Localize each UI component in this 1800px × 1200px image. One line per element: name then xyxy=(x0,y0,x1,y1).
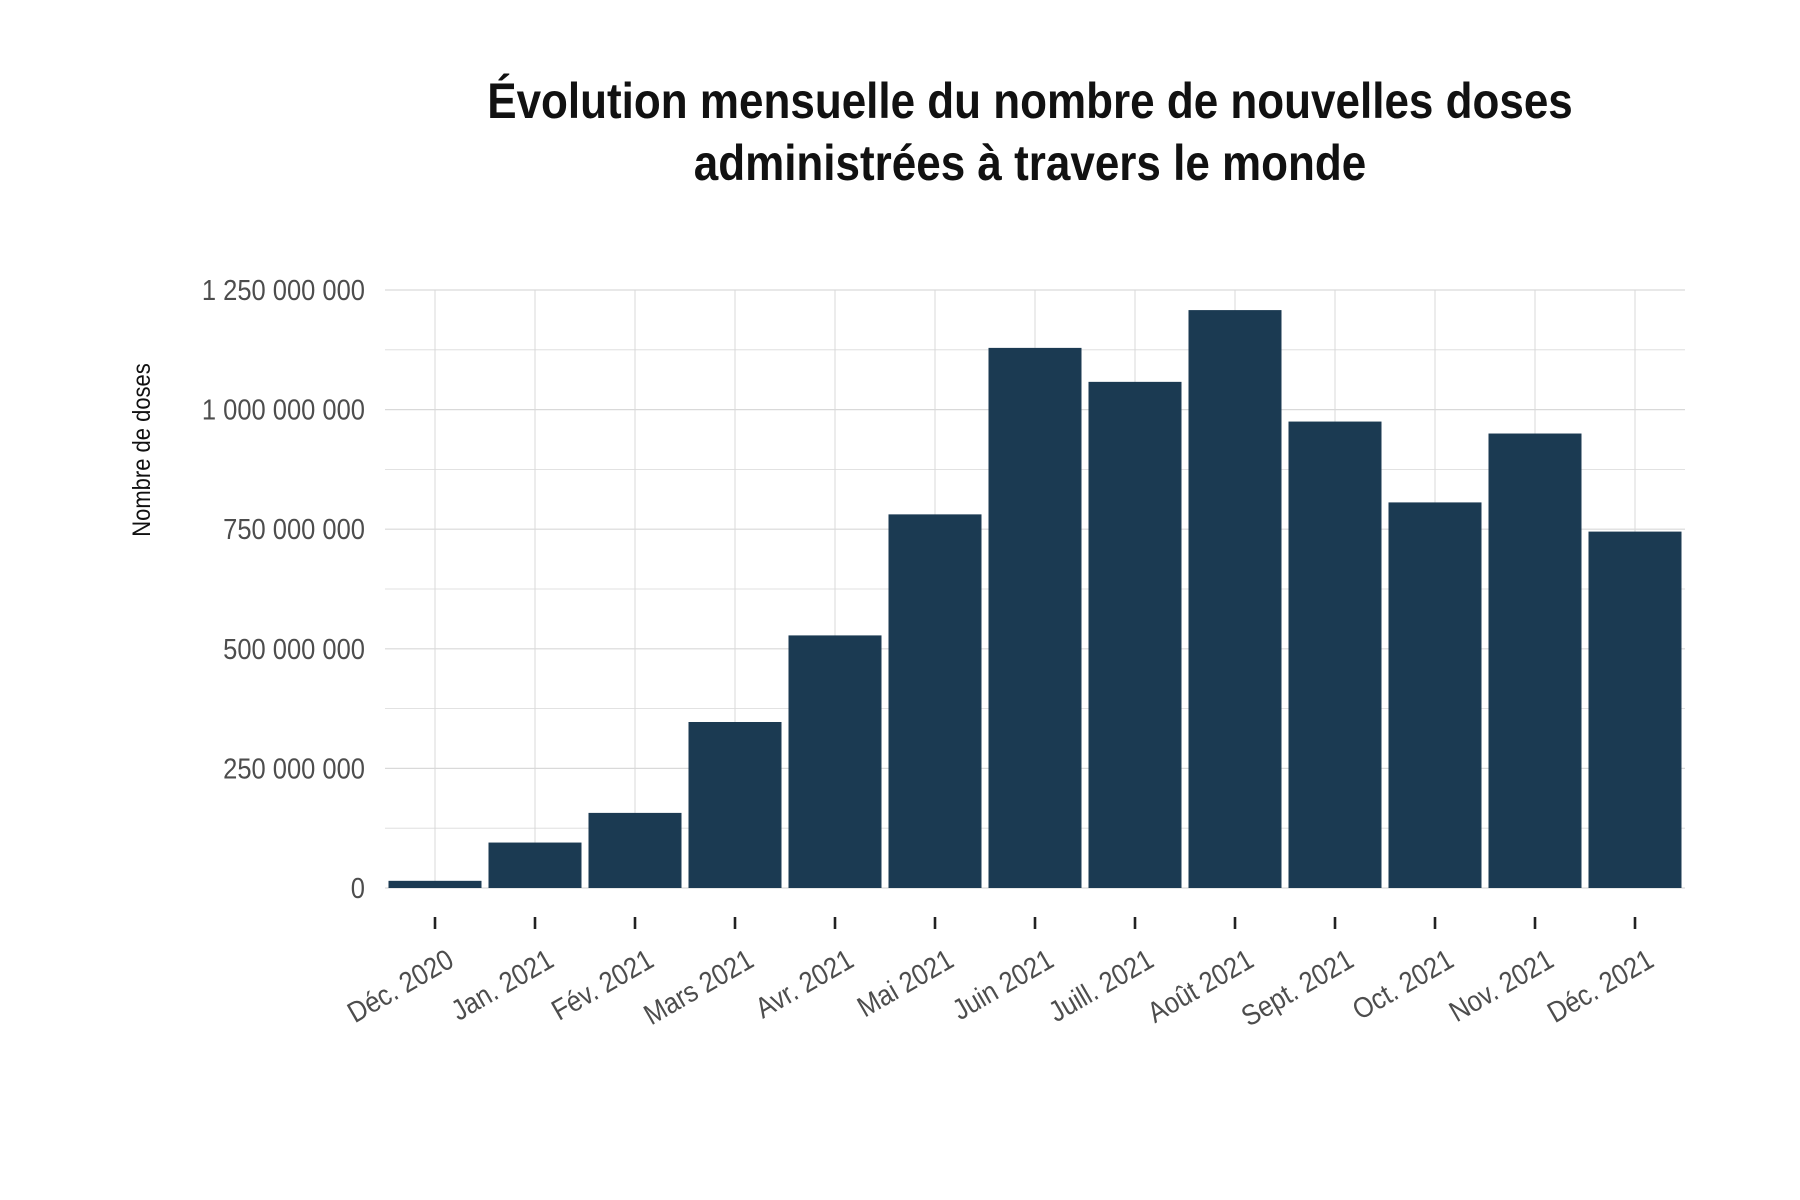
y-tick-label: 0 xyxy=(351,871,365,904)
chart-title-line-2: administrées à travers le monde xyxy=(693,135,1367,191)
x-tick-label: Août 2021 xyxy=(1142,942,1259,1029)
y-axis: 0 250 000 000 500 000 000 750 000 000 1 000 … xyxy=(202,273,365,904)
bar xyxy=(1388,502,1482,888)
y-tick-label: 250 000 000 xyxy=(223,752,365,785)
y-axis-title: Nombre de doses xyxy=(128,363,156,537)
x-tick-label: Déc. 2020 xyxy=(342,942,459,1029)
x-tick-label: Avr. 2021 xyxy=(749,942,858,1024)
x-tick-label: Fév. 2021 xyxy=(546,942,659,1026)
bar xyxy=(1088,381,1182,888)
x-tick-label: Juill. 2021 xyxy=(1043,942,1159,1028)
bar xyxy=(688,721,782,888)
x-tick-label: Juin 2021 xyxy=(947,942,1059,1026)
bar xyxy=(1188,310,1282,889)
bar xyxy=(588,812,682,888)
x-tick-label: Mars 2021 xyxy=(638,942,759,1031)
x-tick-label: Sept. 2021 xyxy=(1236,942,1359,1032)
x-tick-label: Déc. 2021 xyxy=(1542,942,1659,1029)
y-tick-label: 1 000 000 000 xyxy=(202,393,365,426)
x-tick-label: Oct. 2021 xyxy=(1347,942,1459,1026)
y-tick-label: 750 000 000 xyxy=(223,513,365,546)
chart-title: Évolution mensuelle du nombre de nouvell… xyxy=(458,70,1602,194)
bar xyxy=(1488,433,1582,888)
chart-title-line-1: Évolution mensuelle du nombre de nouvell… xyxy=(487,73,1573,129)
y-tick-label: 1 250 000 000 xyxy=(202,273,365,306)
x-tick-label: Mai 2021 xyxy=(851,942,958,1023)
bar xyxy=(1288,421,1382,888)
y-tick-label: 500 000 000 xyxy=(223,632,365,665)
bar xyxy=(788,635,882,888)
bar xyxy=(388,880,482,888)
bars xyxy=(388,310,1682,889)
x-tick-label: Nov. 2021 xyxy=(1443,942,1559,1028)
bar xyxy=(888,514,982,888)
x-tick-label: Jan. 2021 xyxy=(445,942,558,1027)
bar xyxy=(1588,531,1682,888)
bar xyxy=(988,347,1082,888)
bar xyxy=(488,842,582,888)
